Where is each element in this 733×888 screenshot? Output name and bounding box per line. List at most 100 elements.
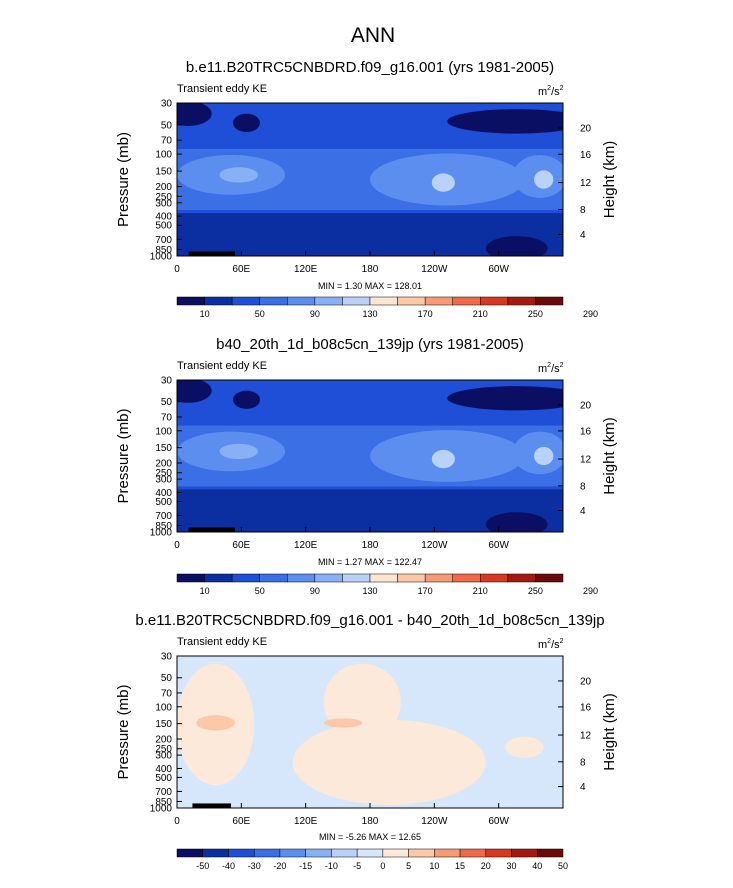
height-tick-label: 16 bbox=[580, 702, 592, 713]
height-tick-label: 4 bbox=[580, 230, 586, 241]
y-tick-label: 50 bbox=[161, 397, 173, 408]
colorbar-swatch bbox=[314, 296, 343, 306]
stats-label: MIN = 1.30 MAX = 128.01 bbox=[318, 281, 422, 291]
colorbar-swatch bbox=[314, 573, 343, 583]
height-axis-label: Height (km) bbox=[601, 141, 618, 219]
height-tick-label: 20 bbox=[580, 400, 592, 411]
x-tick-label: 120E bbox=[294, 264, 318, 275]
x-tick-label: 60W bbox=[488, 816, 509, 827]
y-tick-label: 700 bbox=[155, 235, 172, 246]
y-tick-label: 1000 bbox=[150, 804, 173, 815]
plot-area bbox=[177, 103, 563, 256]
colorbar-swatch bbox=[202, 848, 229, 858]
x-tick-label: 0 bbox=[174, 816, 180, 827]
y-tick-label: 30 bbox=[161, 652, 173, 663]
y-tick-label: 250 bbox=[155, 744, 172, 755]
panel-3: b.e11.B20TRC5CNBDRD.f09_g16.001 - b40_20… bbox=[115, 612, 618, 871]
height-tick-label: 12 bbox=[580, 731, 592, 742]
y-tick-label: 500 bbox=[155, 221, 172, 232]
strat-min bbox=[177, 380, 212, 403]
colorbar: -50 -40 -30 -20 -15 -10 -5 0 5 10 15 20 30 40 50 bbox=[176, 848, 568, 871]
colorbar-swatch bbox=[356, 848, 384, 858]
height-axis-label: Height (km) bbox=[601, 417, 618, 495]
colorbar-label: 5 bbox=[406, 861, 411, 871]
colorbar-swatch bbox=[485, 848, 512, 858]
colorbar: 10 50 90 130 170 210 250 290 bbox=[176, 296, 598, 319]
y-tick-label: 100 bbox=[155, 702, 172, 713]
height-tick-label: 8 bbox=[580, 757, 586, 768]
y-tick-label: 200 bbox=[155, 182, 172, 193]
colorbar-label: 30 bbox=[507, 861, 517, 871]
strat-min bbox=[447, 109, 563, 134]
positive-max bbox=[196, 715, 235, 731]
y-tick-label: 30 bbox=[161, 376, 173, 387]
colorbar-label: 50 bbox=[558, 861, 568, 871]
colorbar-label: -10 bbox=[325, 861, 338, 871]
height-tick-label: 8 bbox=[580, 481, 586, 492]
colorbar-swatch bbox=[537, 848, 564, 858]
colorbar-swatch bbox=[176, 573, 205, 583]
colorbar-label: 250 bbox=[528, 586, 543, 596]
figure-title: ANN bbox=[351, 24, 395, 47]
height-tick-label: 4 bbox=[580, 782, 586, 793]
y-tick-label: 250 bbox=[155, 192, 172, 203]
height-tick-label: 8 bbox=[580, 205, 586, 216]
y-tick-label: 500 bbox=[155, 773, 172, 784]
topography-mask bbox=[192, 803, 232, 808]
colorbar-swatch bbox=[342, 573, 371, 583]
x-tick-label: 60W bbox=[488, 540, 509, 551]
x-tick-label: 180 bbox=[362, 816, 379, 827]
colorbar-label: 210 bbox=[473, 309, 488, 319]
stats-label: MIN = 1.27 MAX = 122.47 bbox=[318, 557, 422, 567]
colorbar-label: -40 bbox=[222, 861, 235, 871]
y-tick-label: 50 bbox=[161, 673, 173, 684]
colorbar-swatch bbox=[452, 573, 481, 583]
colorbar-label: 130 bbox=[362, 586, 377, 596]
x-tick-label: 120W bbox=[421, 264, 448, 275]
y-tick-label: 850 bbox=[155, 245, 172, 256]
x-tick-label: 60E bbox=[232, 264, 250, 275]
y-tick-label: 100 bbox=[155, 426, 172, 437]
jet-core-max bbox=[219, 167, 259, 183]
colorbar-label: 10 bbox=[429, 861, 439, 871]
colorbar-label: -30 bbox=[248, 861, 261, 871]
colorbar-swatch bbox=[287, 573, 316, 583]
units-part-exp1: 2 bbox=[547, 638, 551, 645]
topography-mask bbox=[188, 527, 235, 532]
colorbar-swatch bbox=[480, 573, 509, 583]
y-tick-label: 850 bbox=[155, 797, 172, 808]
y-tick-label: 400 bbox=[155, 488, 172, 499]
y-axis-label: Pressure (mb) bbox=[115, 132, 132, 227]
y-tick-label: 150 bbox=[155, 167, 172, 178]
colorbar-swatch bbox=[176, 296, 205, 306]
jet-core-max bbox=[534, 446, 554, 466]
colorbar-label: 40 bbox=[532, 861, 542, 871]
y-tick-label: 30 bbox=[161, 99, 173, 110]
jet-core-max bbox=[219, 443, 259, 460]
height-tick-label: 16 bbox=[580, 426, 592, 437]
height-tick-label: 12 bbox=[580, 455, 592, 466]
colorbar-swatch bbox=[369, 573, 398, 583]
colorbar-label: -15 bbox=[299, 861, 312, 871]
colorbar-label: -5 bbox=[353, 861, 361, 871]
jet-core-max bbox=[431, 449, 455, 469]
units-part-mid: /s bbox=[551, 363, 560, 375]
colorbar-label: 50 bbox=[255, 586, 265, 596]
colorbar-label: 10 bbox=[200, 309, 210, 319]
units-part-exp2: 2 bbox=[560, 638, 564, 645]
colorbar-label: 15 bbox=[455, 861, 465, 871]
y-tick-label: 100 bbox=[155, 150, 172, 161]
colorbar-label: 10 bbox=[200, 586, 210, 596]
colorbar-swatch bbox=[397, 573, 426, 583]
strat-min bbox=[232, 113, 260, 133]
topography-mask bbox=[188, 251, 235, 256]
height-tick-label: 12 bbox=[580, 178, 592, 189]
strat-min bbox=[177, 103, 212, 126]
positive-region bbox=[292, 719, 486, 805]
colorbar-swatch bbox=[259, 573, 288, 583]
strat-min bbox=[447, 386, 563, 411]
y-tick-label: 50 bbox=[161, 120, 173, 131]
y-tick-label: 700 bbox=[155, 787, 172, 798]
stats-label: MIN = -5.26 MAX = 12.65 bbox=[319, 832, 421, 842]
